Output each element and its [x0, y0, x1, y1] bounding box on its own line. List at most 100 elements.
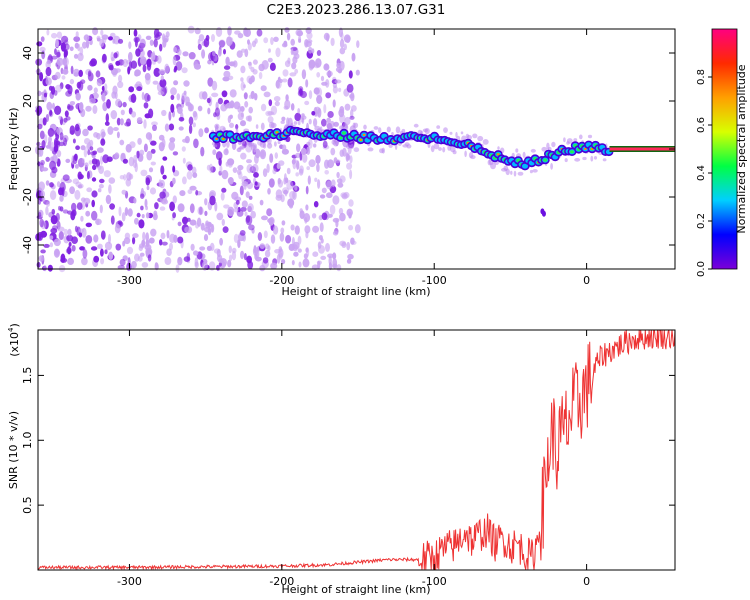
noise-speckle	[305, 204, 309, 211]
track-halo-dot	[406, 144, 412, 149]
spectrogram-x-tick-label: -200	[269, 274, 294, 287]
colorbar-label: Normalized spectral amplitude	[735, 64, 748, 233]
noise-speckle	[243, 253, 247, 261]
track-halo-dot	[229, 122, 234, 128]
noise-speckle	[150, 148, 156, 154]
noise-speckle	[143, 102, 149, 109]
noise-speckle	[297, 108, 301, 114]
noise-speckle	[302, 153, 308, 163]
noise-speckle	[244, 101, 249, 108]
noise-speckle	[181, 92, 187, 101]
noise-speckle	[85, 235, 93, 244]
noise-speckle	[272, 225, 279, 235]
noise-speckle	[101, 94, 105, 101]
noise-speckle	[214, 107, 220, 117]
noise-speckle	[256, 29, 263, 37]
noise-speckle	[299, 165, 304, 174]
noise-speckle	[246, 255, 253, 264]
track-halo-dot	[226, 140, 230, 148]
noise-speckle	[292, 158, 297, 164]
noise-speckle	[240, 120, 246, 127]
track-halo-dot	[430, 145, 435, 153]
noise-speckle	[263, 91, 271, 98]
noise-speckle	[133, 154, 138, 164]
spectrogram-x-tick-label: 0	[583, 274, 590, 287]
noise-speckle	[197, 43, 202, 51]
noise-speckle	[41, 167, 49, 172]
track-halo-dot	[274, 141, 277, 147]
noise-speckle	[132, 236, 136, 245]
noise-speckle	[281, 78, 288, 83]
noise-speckle	[339, 175, 346, 183]
track-halo-dot	[550, 163, 553, 170]
noise-speckle	[339, 38, 345, 49]
noise-speckle	[184, 135, 190, 144]
track-halo-dot	[293, 121, 298, 125]
noise-speckle	[254, 181, 258, 186]
noise-speckle	[159, 78, 167, 88]
noise-speckle	[240, 250, 245, 260]
noise-speckle	[130, 60, 138, 69]
track-halo-dot	[574, 157, 581, 162]
noise-speckle	[172, 212, 177, 219]
track-blob-mid	[227, 132, 233, 138]
noise-speckle	[97, 243, 103, 249]
noise-speckle	[78, 69, 83, 77]
noise-speckle	[172, 177, 176, 185]
noise-speckle	[74, 189, 81, 200]
noise-speckle	[332, 258, 338, 268]
track-halo-dot	[551, 141, 556, 148]
noise-speckle	[319, 222, 324, 233]
noise-speckle	[290, 48, 294, 56]
noise-speckle	[333, 121, 339, 127]
noise-speckle	[134, 217, 139, 225]
noise-speckle	[250, 210, 256, 219]
noise-speckle	[182, 157, 186, 164]
track-halo-dot	[345, 144, 352, 149]
noise-speckle	[136, 117, 143, 124]
noise-speckle	[173, 234, 178, 243]
noise-speckle	[313, 143, 317, 148]
track-halo-dot	[353, 122, 359, 128]
noise-speckle	[55, 38, 59, 48]
noise-speckle	[198, 34, 205, 42]
noise-speckle	[248, 195, 253, 200]
noise-speckle	[280, 227, 285, 234]
noise-speckle	[335, 66, 343, 73]
noise-speckle	[148, 108, 154, 119]
track-blob-core	[342, 131, 346, 135]
noise-speckle	[272, 168, 277, 175]
noise-speckle	[227, 177, 234, 185]
noise-speckle	[85, 105, 92, 112]
noise-speckle	[86, 187, 93, 193]
noise-speckle	[265, 243, 270, 250]
noise-speckle	[80, 145, 86, 151]
noise-speckle	[66, 234, 74, 242]
noise-speckle	[38, 181, 45, 191]
isolated-blob	[541, 210, 546, 217]
noise-speckle	[131, 111, 137, 118]
noise-speckle	[325, 79, 330, 88]
noise-speckle	[343, 43, 347, 51]
noise-speckle	[227, 259, 232, 268]
noise-speckle	[56, 31, 63, 39]
spectrogram-panel: -300 -200 -100 0 40 20 0 -20 -40 Height of stra…	[7, 25, 676, 298]
noise-speckle	[305, 185, 309, 195]
figure-title: C2E3.2023.286.13.07.G31	[267, 2, 446, 18]
track-halo-dot	[510, 170, 513, 175]
noise-speckle	[59, 132, 64, 141]
noise-speckle	[41, 140, 46, 149]
noise-speckle	[332, 217, 340, 223]
noise-speckle	[240, 77, 244, 82]
noise-speckle	[40, 159, 45, 166]
noise-speckle	[100, 248, 104, 257]
noise-speckle	[333, 159, 341, 164]
noise-speckle	[236, 209, 244, 217]
noise-speckle	[124, 232, 131, 240]
noise-speckle	[286, 180, 294, 190]
noise-speckle	[128, 86, 135, 93]
noise-speckle	[248, 224, 255, 231]
track-halo-dot	[587, 134, 593, 139]
noise-speckle	[270, 262, 278, 270]
noise-speckle	[225, 56, 230, 66]
